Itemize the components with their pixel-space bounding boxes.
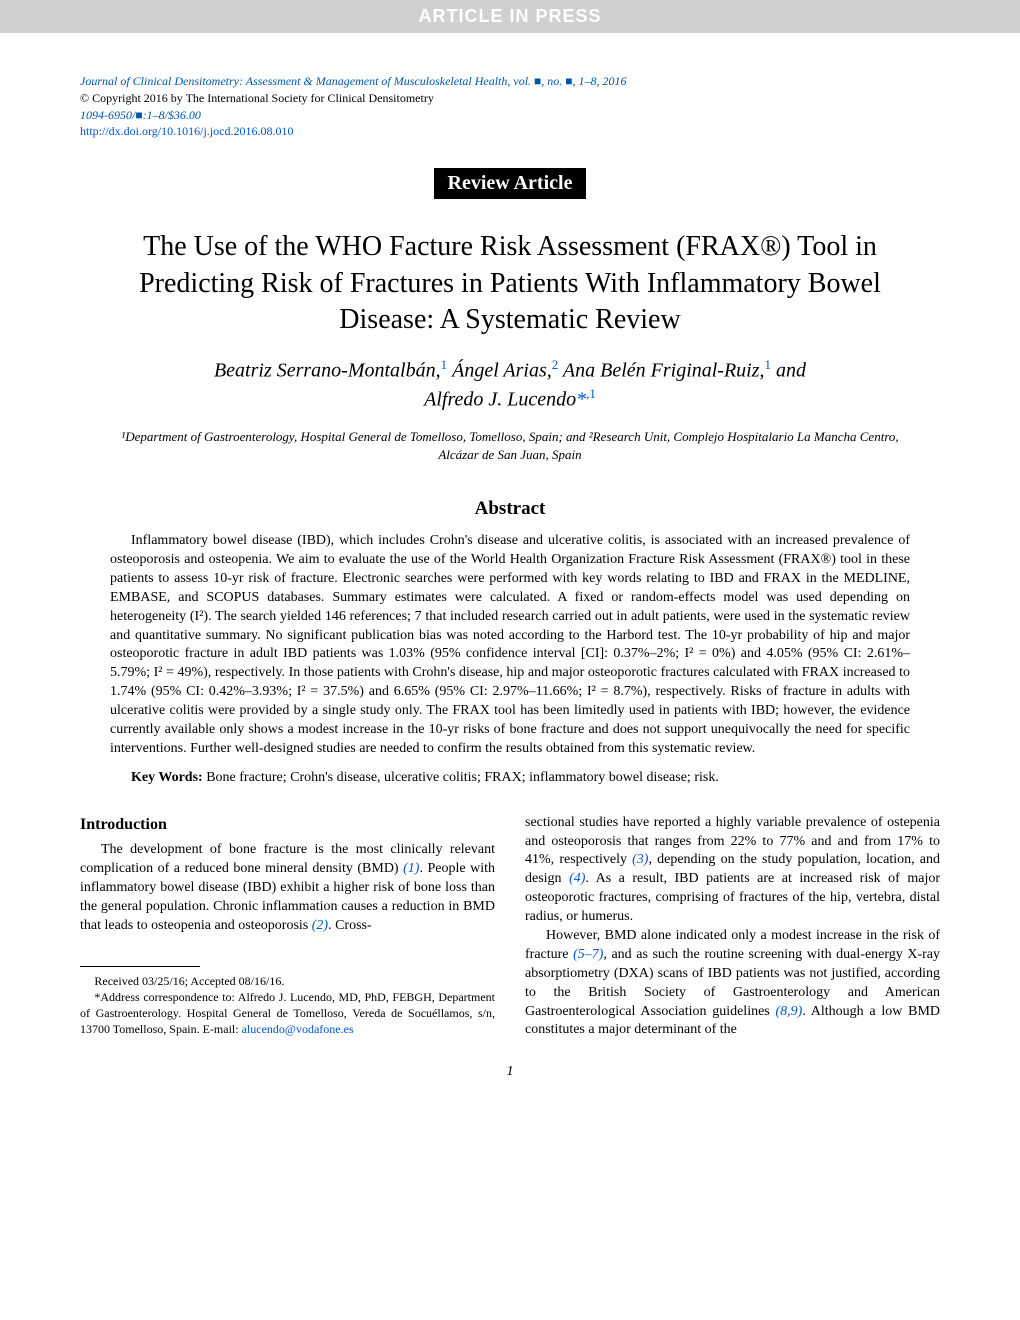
footnote-received: Received 03/25/16; Accepted 08/16/16.: [80, 973, 495, 989]
keywords-label: Key Words:: [131, 770, 203, 785]
copyright-line: © Copyright 2016 by The International So…: [80, 90, 940, 107]
ref-link-8-9[interactable]: (8,9): [776, 1004, 803, 1019]
text-seg: . Cross-: [328, 918, 372, 933]
journal-citation: Journal of Clinical Densitometry: Assess…: [80, 73, 940, 90]
ref-link-5-7[interactable]: (5–7): [573, 947, 603, 962]
author-list: Beatriz Serrano-Montalbán,1 Ángel Arias,…: [80, 356, 940, 413]
corr-email[interactable]: alucendo@vodafone.es: [242, 1022, 354, 1036]
page-content: Journal of Clinical Densitometry: Assess…: [0, 33, 1020, 1110]
author-1-aff: 1: [441, 357, 448, 372]
doi-link[interactable]: http://dx.doi.org/10.1016/j.jocd.2016.08…: [80, 123, 940, 140]
article-title: The Use of the WHO Facture Risk Assessme…: [80, 229, 940, 338]
page-number: 1: [80, 1064, 940, 1080]
keywords: Key Words: Bone fracture; Crohn's diseas…: [80, 769, 940, 788]
abstract-heading: Abstract: [80, 498, 940, 520]
footnote-separator: [80, 966, 200, 967]
author-3-aff: 1: [765, 357, 772, 372]
issn-price-line: 1094-6950/■:1–8/$36.00: [80, 107, 940, 124]
intro-para-1-left: The development of bone fracture is the …: [80, 841, 495, 935]
abstract-body: Inflammatory bowel disease (IBD), which …: [80, 532, 940, 759]
ref-link-2[interactable]: (2): [312, 918, 328, 933]
left-column: Introduction The development of bone fra…: [80, 814, 495, 1041]
ref-link-1[interactable]: (1): [403, 861, 419, 876]
author-4: Alfredo J. Lucendo: [424, 389, 576, 411]
introduction-heading: Introduction: [80, 814, 495, 836]
author-2: Ángel Arias,: [452, 360, 552, 382]
journal-info-block: Journal of Clinical Densitometry: Assess…: [80, 73, 940, 140]
ref-link-3[interactable]: (3): [632, 852, 648, 867]
two-column-body: Introduction The development of bone fra…: [80, 814, 940, 1041]
article-in-press-banner: ARTICLE IN PRESS: [0, 0, 1020, 33]
text-seg: . As a result, IBD patients are at incre…: [525, 871, 940, 924]
right-column: sectional studies have reported a highly…: [525, 814, 940, 1041]
author-4-aff: ,1: [586, 386, 596, 401]
footnote-correspondence: *Address correspondence to: Alfredo J. L…: [80, 989, 495, 1038]
author-3: Ana Belén Friginal-Ruiz,: [563, 360, 765, 382]
article-type-wrap: Review Article: [80, 168, 940, 199]
keywords-text: Bone fracture; Crohn's disease, ulcerati…: [203, 770, 719, 785]
intro-para-2: However, BMD alone indicated only a mode…: [525, 927, 940, 1040]
intro-para-1-right: sectional studies have reported a highly…: [525, 814, 940, 927]
affiliations: ¹Department of Gastroenterology, Hospita…: [80, 428, 940, 464]
author-2-aff: 2: [552, 357, 559, 372]
authors-and: and: [776, 360, 806, 382]
ref-link-4[interactable]: (4): [569, 871, 585, 886]
article-type-badge: Review Article: [434, 168, 587, 199]
author-1: Beatriz Serrano-Montalbán,: [214, 360, 441, 382]
